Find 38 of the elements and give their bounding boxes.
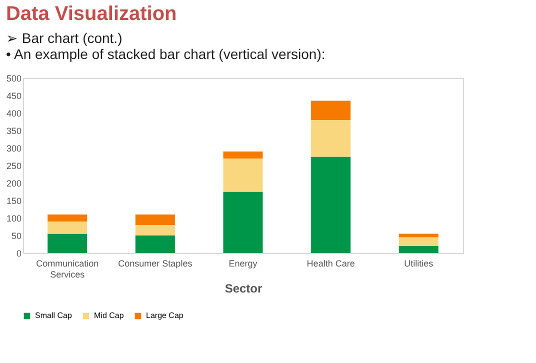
bar [398, 237, 438, 246]
bar [398, 246, 438, 253]
bar [48, 222, 88, 234]
bar [223, 152, 263, 158]
bar [311, 156, 351, 253]
y-tick-label: 500 [6, 74, 22, 84]
x-tick-label: Energy [228, 258, 258, 268]
x-axis-title: Sector [224, 282, 262, 296]
x-tick-label: Communication Services [36, 258, 99, 280]
bar [135, 214, 175, 225]
x-tick-label: Consumer Staples [118, 258, 193, 268]
y-tick-label: 200 [6, 178, 22, 188]
y-tick-label: 0 [16, 248, 22, 258]
y-tick-label: 250 [6, 161, 22, 171]
bar [398, 234, 438, 238]
bar [135, 225, 175, 236]
legend-label: Small Cap [35, 311, 72, 320]
legend-label: Large Cap [146, 311, 184, 320]
bar [223, 158, 263, 192]
text: • An example of stacked bar chart (vertical version): [6, 46, 326, 62]
y-tick-label: 100 [6, 214, 22, 224]
x-tick-label: Utilities [404, 258, 434, 268]
chart-title: Data Visualization [6, 3, 177, 25]
bar [311, 100, 351, 120]
y-tick-label: 350 [6, 126, 22, 136]
y-tick-label: 50 [11, 231, 22, 241]
legend-label: Mid Cap [94, 311, 124, 320]
x-tick-label: Health Care [306, 258, 355, 268]
bar [223, 192, 263, 253]
bar [311, 120, 351, 157]
y-tick-label: 400 [6, 108, 22, 118]
bar [48, 234, 88, 253]
y-tick-label: 450 [6, 91, 22, 101]
chart-subtitle: ➢ Bar chart (cont.) [6, 30, 122, 46]
y-tick-label: 150 [6, 196, 22, 206]
bar [48, 214, 88, 222]
y-tick-label: 300 [6, 144, 22, 154]
bar [135, 236, 175, 253]
